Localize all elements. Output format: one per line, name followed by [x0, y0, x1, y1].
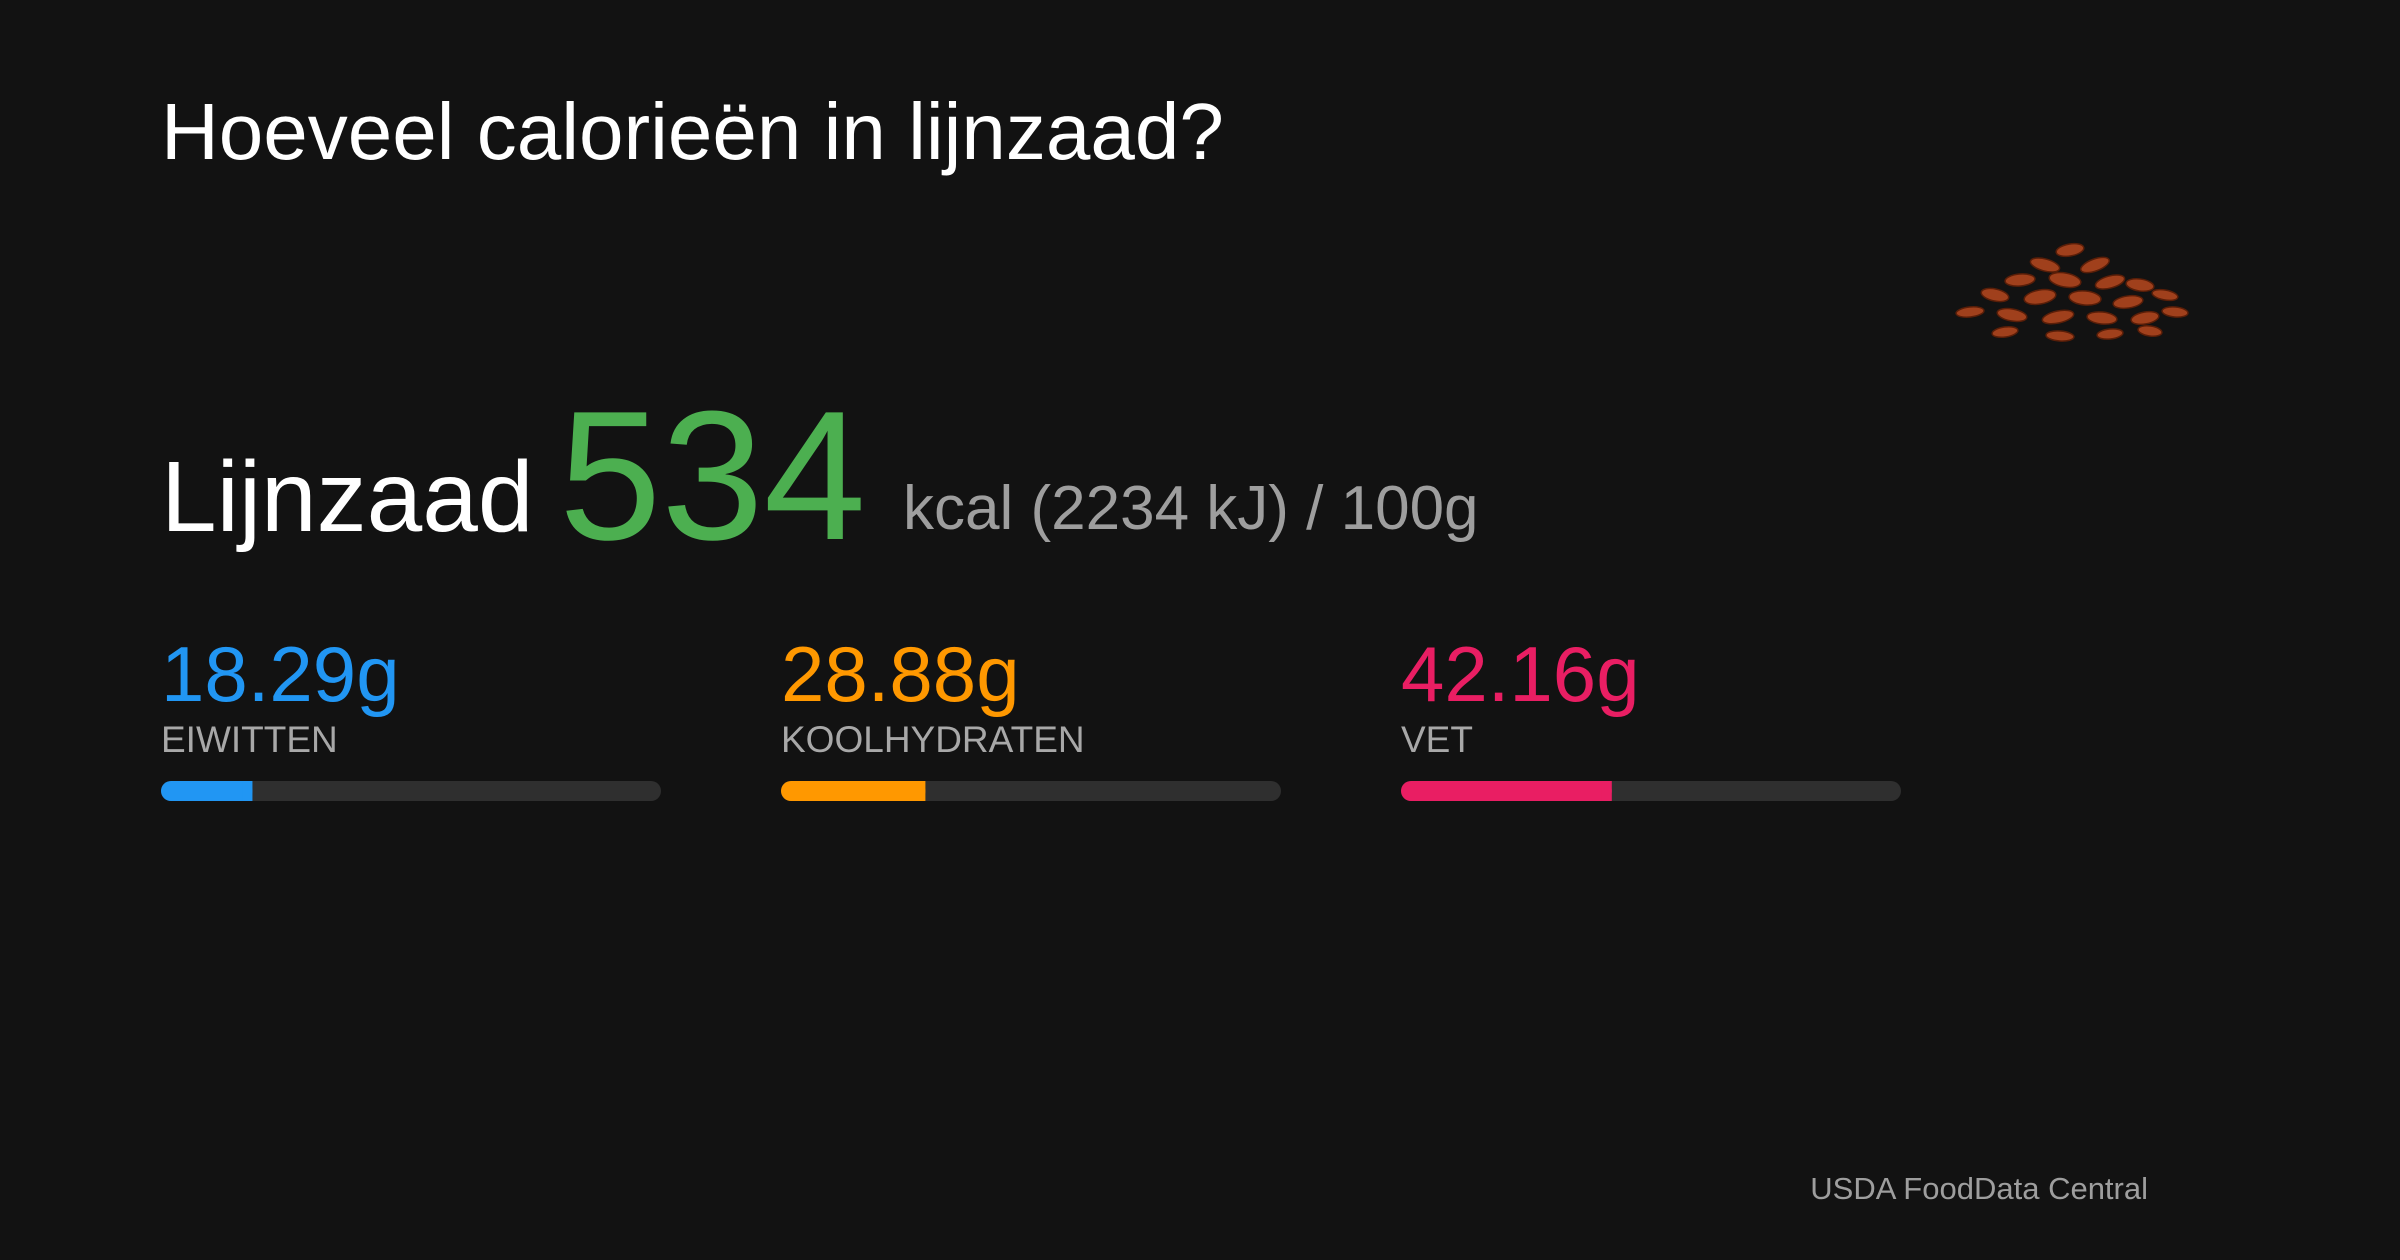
bar-fill [1401, 781, 1612, 801]
calorie-unit: kcal (2234 kJ) / 100g [903, 474, 1479, 543]
macro-label: VET [1401, 719, 1473, 760]
bar-fill-edge [1601, 781, 1612, 801]
bar-fill [161, 781, 253, 801]
macro-label: EIWITTEN [161, 719, 338, 760]
food-name: Lijnzaad [161, 441, 534, 553]
bar-fill-edge [915, 781, 926, 801]
macro-value: 18.29g [161, 630, 400, 718]
source: USDA FoodData Central [1810, 1171, 2148, 1206]
seed-pile [1955, 242, 2189, 342]
bar-fill-edge [242, 781, 253, 801]
bar-fill [781, 781, 926, 801]
bar-track [161, 781, 661, 801]
macro-value: 42.16g [1401, 630, 1640, 718]
macro-value: 28.88g [781, 630, 1020, 718]
macro-label: KOOLHYDRATEN [781, 719, 1085, 760]
calories: 534 [559, 372, 866, 578]
title: Hoeveel calorieën in lijnzaad? [161, 87, 1224, 176]
